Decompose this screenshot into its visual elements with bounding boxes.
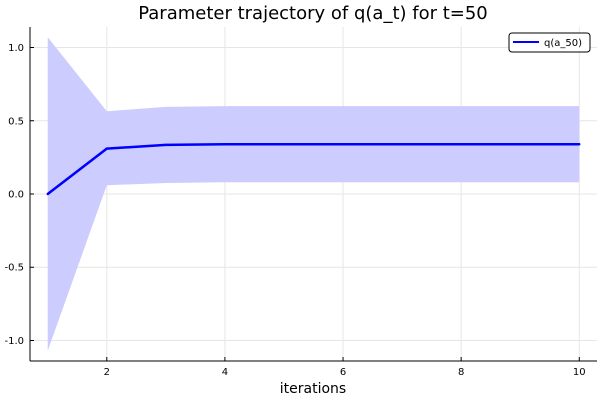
uncertainty-band	[47, 37, 580, 351]
data-point	[459, 142, 463, 146]
data-point	[46, 192, 49, 196]
legend: q(a_50)	[508, 32, 591, 53]
uncertainty-bands	[47, 37, 580, 351]
x-tick-label: 10	[573, 367, 586, 378]
x-axis-ticks: 2 4 6 8 10	[104, 357, 586, 378]
data-point	[519, 142, 522, 146]
data-point	[578, 142, 581, 146]
y-tick-label: -1.0	[4, 336, 24, 347]
x-tick-label: 2	[104, 367, 110, 378]
y-tick-label: 0.0	[8, 190, 24, 201]
x-tick-label: 8	[458, 367, 464, 378]
chart-title: Parameter trajectory of q(a_t) for t=50	[138, 3, 488, 24]
y-tick-label: -0.5	[4, 263, 24, 274]
data-point	[282, 142, 286, 146]
grid	[30, 27, 597, 361]
series-line	[46, 142, 580, 195]
data-point	[164, 143, 168, 147]
legend-box	[508, 32, 591, 53]
x-axis-label: iterations	[280, 381, 346, 397]
data-point	[400, 142, 404, 146]
x-tick-label: 6	[340, 367, 346, 378]
y-tick-label: 1.0	[8, 43, 24, 54]
data-point	[105, 147, 108, 150]
x-tick-label: 4	[222, 367, 228, 378]
series-lines	[46, 142, 581, 196]
legend-label: q(a_50)	[544, 38, 582, 49]
data-point	[341, 142, 345, 146]
data-point	[223, 142, 227, 146]
y-axis-ticks: -1.0 -0.5 0.0 0.5 1.0	[4, 43, 34, 347]
y-tick-label: 0.5	[8, 116, 24, 127]
